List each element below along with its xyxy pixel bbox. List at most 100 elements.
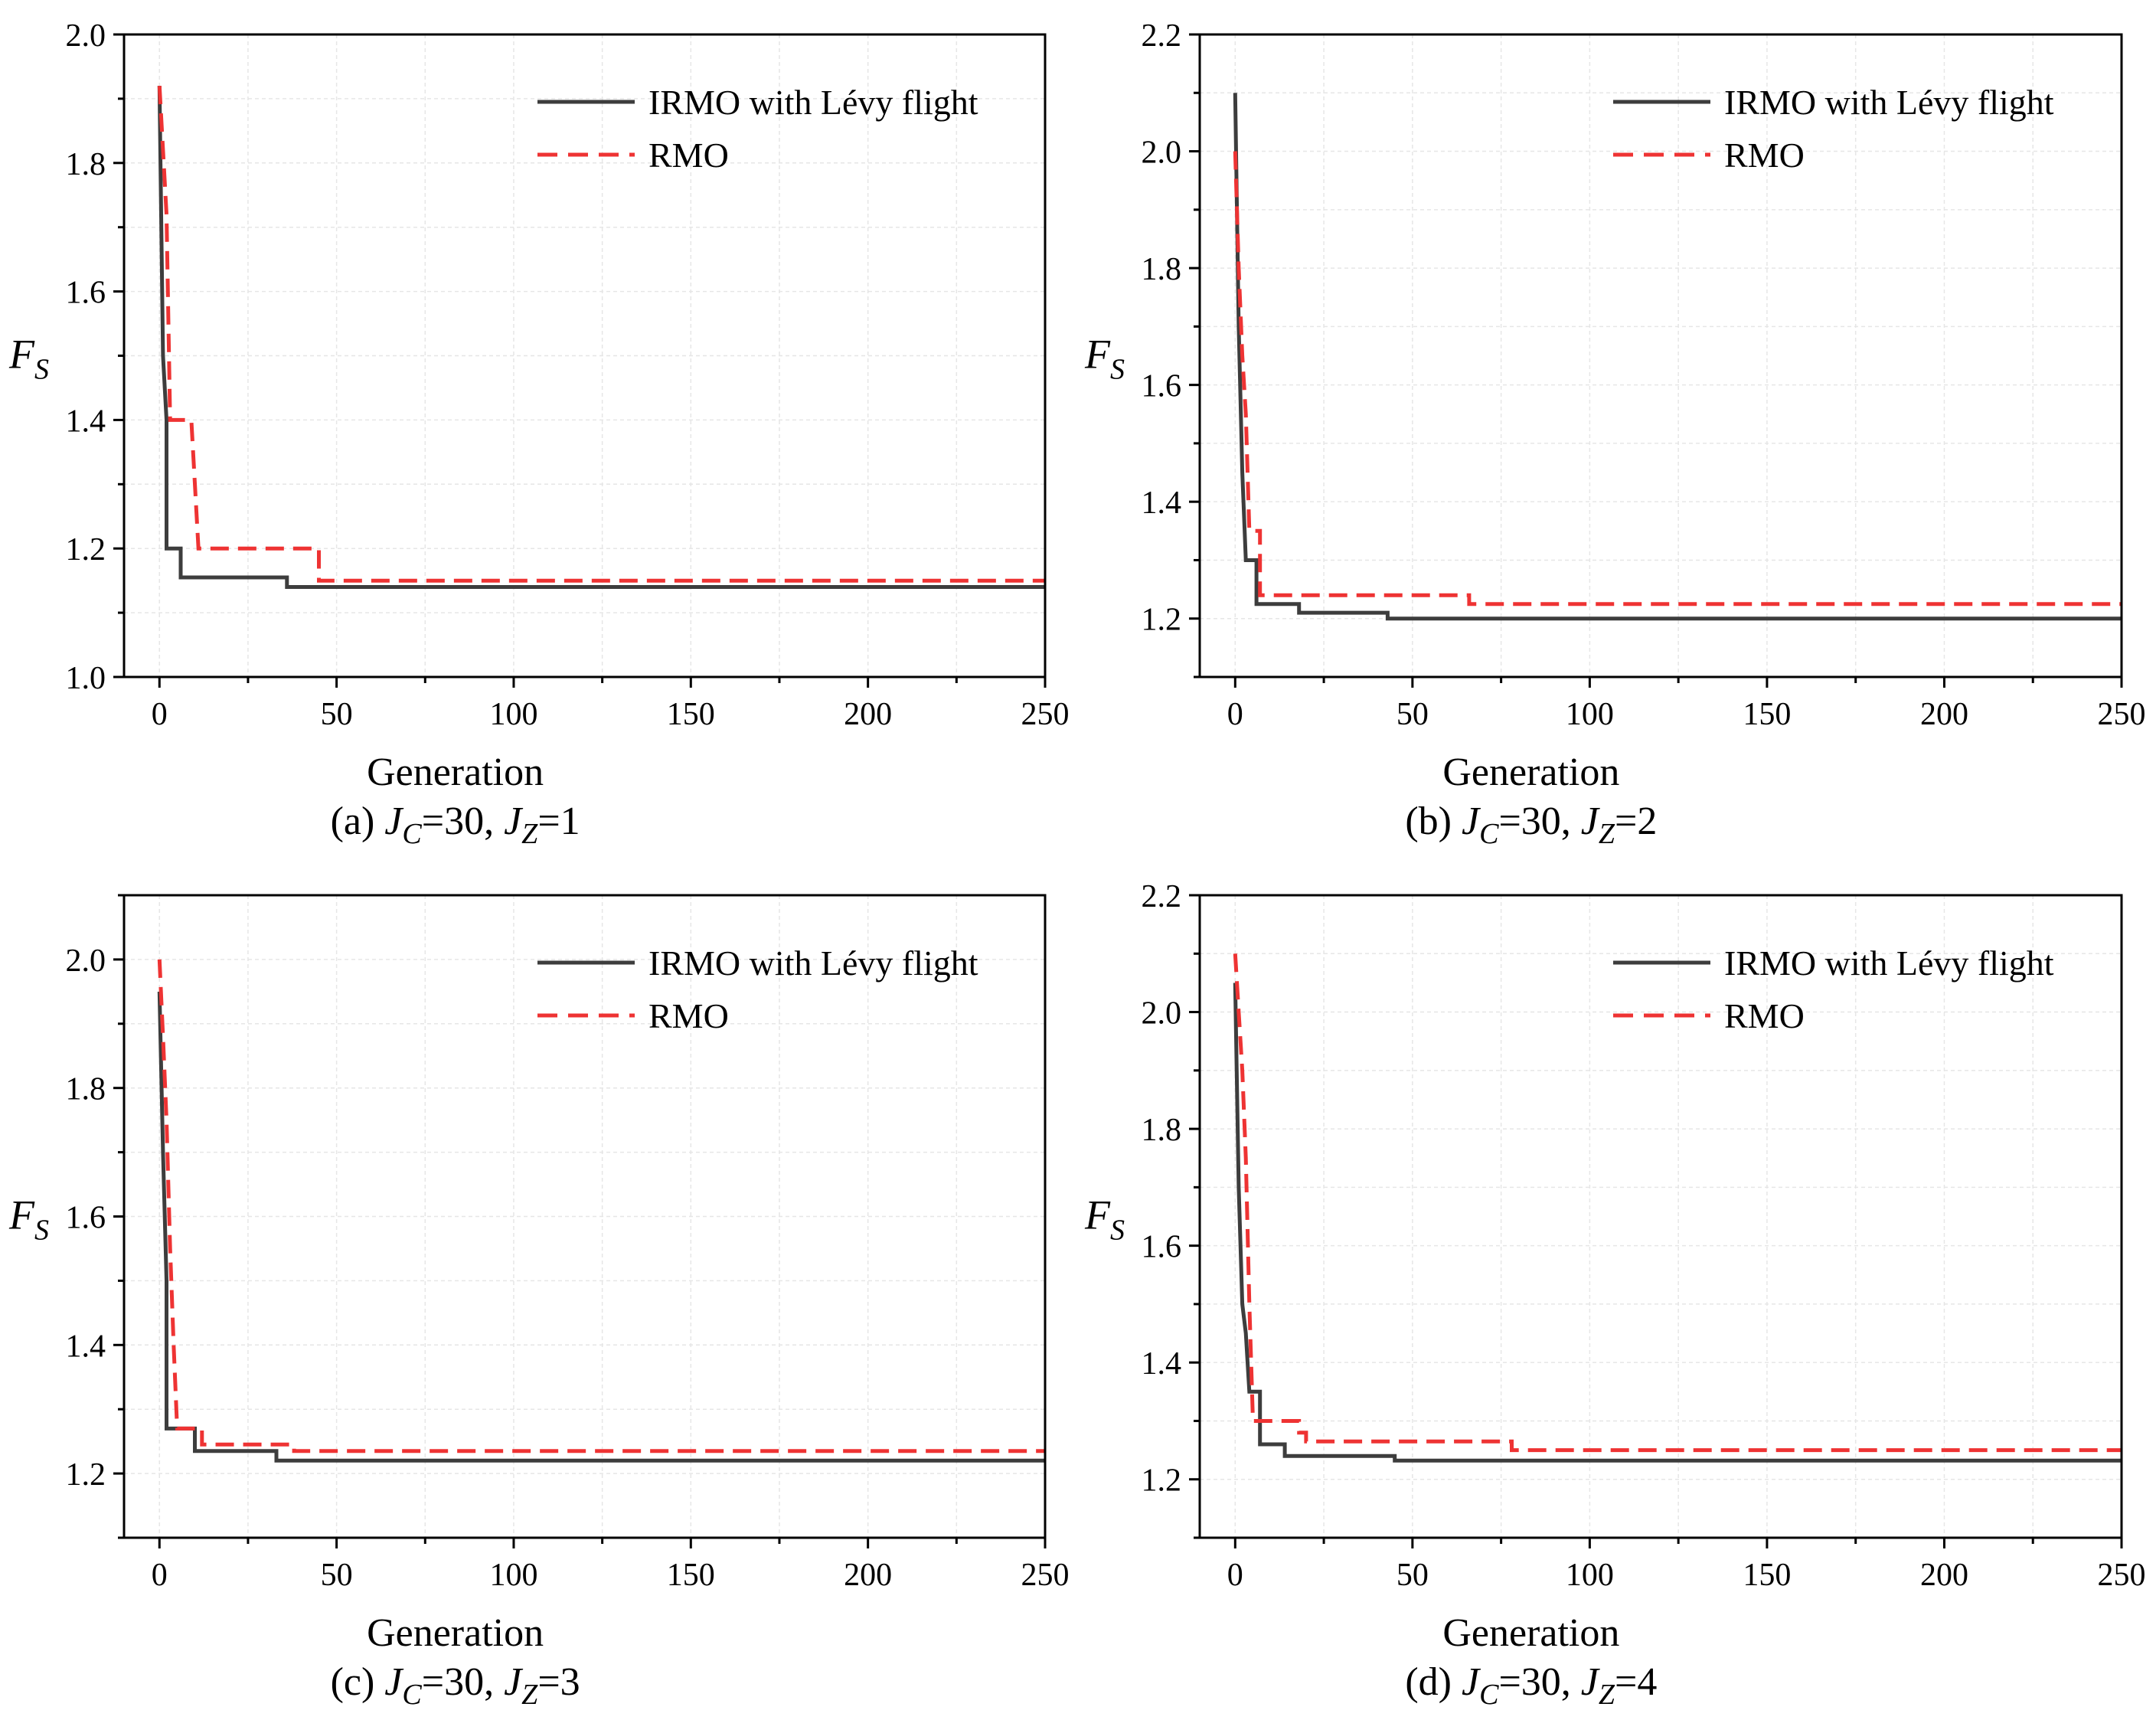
x-tick-label: 250 bbox=[2098, 1558, 2146, 1593]
y-tick-label: 1.6 bbox=[66, 276, 106, 311]
chart-panel-b: 0 50 100 150 200 250 1.2 1.4 1.6 1.8 2.0 2.2 FS Gener… bbox=[1084, 18, 2146, 850]
x-tick-label: 0 bbox=[152, 697, 168, 732]
chart-panel-a: 0 50 100 150 200 250 1.0 1.2 1.4 1.6 1.8 2.0 FS Gener… bbox=[8, 18, 1070, 850]
chart-panel-c: 0 50 100 150 200 250 1.2 1.4 1.6 1.8 2.0 FS Generati… bbox=[8, 894, 1070, 1711]
x-tick-label: 200 bbox=[844, 697, 892, 732]
chart-panel-d: 0 50 100 150 200 250 1.2 1.4 1.6 1.8 2.0 2.2 FS Gener… bbox=[1084, 879, 2146, 1711]
y-axis-label-main: F bbox=[8, 1192, 35, 1238]
legend: IRMO with Lévy flight RMO bbox=[1613, 943, 2054, 1035]
y-tick-label: 1.2 bbox=[66, 1457, 106, 1493]
y-tick-label: 2.0 bbox=[66, 18, 106, 54]
caption-jc-sub: C bbox=[402, 1679, 422, 1711]
x-tick-label: 200 bbox=[844, 1558, 892, 1593]
y-tick-label: 1.4 bbox=[66, 1329, 106, 1364]
caption-jc-sub: C bbox=[402, 818, 422, 850]
x-tick-label: 200 bbox=[1920, 697, 1968, 732]
y-axis-label: FS bbox=[8, 1192, 49, 1247]
y-tick-label: 1.8 bbox=[1142, 252, 1182, 287]
series-line-rmo bbox=[157, 85, 1045, 583]
legend-label-irmo: IRMO with Lévy flight bbox=[648, 83, 978, 122]
y-tick-label: 1.2 bbox=[1142, 603, 1182, 638]
y-axis-label-main: F bbox=[8, 332, 35, 378]
legend-label-rmo: RMO bbox=[648, 996, 729, 1035]
legend-label-rmo: RMO bbox=[1724, 996, 1805, 1035]
y-axis: 1.2 1.4 1.6 1.8 2.0 bbox=[66, 894, 124, 1539]
x-tick-label: 0 bbox=[152, 1558, 168, 1593]
y-tick-label: 1.4 bbox=[66, 404, 106, 439]
y-axis: 1.0 1.2 1.4 1.6 1.8 2.0 bbox=[66, 18, 124, 696]
x-tick-label: 50 bbox=[321, 697, 353, 732]
x-tick-label: 250 bbox=[2098, 697, 2146, 732]
grid bbox=[1200, 894, 2122, 1539]
x-axis-label: Generation bbox=[1442, 750, 1619, 794]
y-axis: 1.2 1.4 1.6 1.8 2.0 2.2 bbox=[1142, 18, 1200, 679]
x-tick-label: 150 bbox=[667, 697, 715, 732]
y-axis-label-main: F bbox=[1084, 1192, 1111, 1238]
y-tick-label: 1.4 bbox=[1142, 1346, 1182, 1382]
x-tick-label: 0 bbox=[1227, 1558, 1243, 1593]
x-axis: 0 50 100 150 200 250 bbox=[1227, 677, 2146, 732]
caption-jz-label: J bbox=[504, 800, 524, 843]
caption-jz-value: =1 bbox=[537, 800, 580, 843]
caption-jz-value: =2 bbox=[1615, 800, 1657, 843]
y-axis-label-sub: S bbox=[1110, 354, 1125, 386]
caption-jz-sub: Z bbox=[521, 1679, 538, 1711]
series-line-rmo bbox=[1233, 151, 2122, 607]
caption-prefix: (b) bbox=[1405, 800, 1462, 843]
series-line-rmo bbox=[157, 959, 1045, 1453]
x-axis-label: Generation bbox=[367, 1611, 544, 1655]
x-axis-label: Generation bbox=[367, 750, 544, 794]
y-tick-label: 1.6 bbox=[1142, 369, 1182, 404]
y-axis-label: FS bbox=[8, 332, 49, 386]
x-tick-label: 100 bbox=[489, 1558, 537, 1593]
caption-jc-label: J bbox=[1462, 800, 1481, 843]
y-tick-label: 2.0 bbox=[1142, 136, 1182, 171]
legend-label-irmo: IRMO with Lévy flight bbox=[1724, 83, 2054, 122]
y-tick-label: 1.6 bbox=[1142, 1230, 1182, 1265]
legend-label-rmo: RMO bbox=[648, 136, 729, 175]
legend: IRMO with Lévy flight RMO bbox=[537, 83, 978, 175]
caption-jz-value: =3 bbox=[537, 1660, 580, 1704]
legend-label-irmo: IRMO with Lévy flight bbox=[648, 943, 978, 983]
caption-jc-value: =30, bbox=[1498, 1660, 1580, 1704]
x-tick-label: 250 bbox=[1021, 1558, 1070, 1593]
series-line-irmo bbox=[1233, 93, 2122, 621]
x-axis: 0 50 100 150 200 250 bbox=[1227, 1538, 2146, 1593]
y-axis-label: FS bbox=[1084, 332, 1125, 386]
caption-jc-value: =30, bbox=[422, 1660, 504, 1704]
y-tick-label: 1.6 bbox=[66, 1201, 106, 1236]
y-tick-label: 1.8 bbox=[66, 147, 106, 182]
caption-jc-label: J bbox=[384, 800, 404, 843]
axes-frame bbox=[1198, 894, 2123, 1539]
series-group bbox=[1233, 953, 2122, 1463]
caption-prefix: (a) bbox=[331, 800, 385, 843]
x-tick-label: 100 bbox=[1566, 1558, 1614, 1593]
y-axis-label-sub: S bbox=[34, 354, 49, 386]
grid bbox=[124, 894, 1046, 1539]
y-tick-label: 1.8 bbox=[1142, 1113, 1182, 1148]
caption-jc-value: =30, bbox=[1498, 800, 1580, 843]
legend: IRMO with Lévy flight RMO bbox=[1613, 83, 2054, 175]
caption-jc-label: J bbox=[1462, 1660, 1481, 1704]
caption-jz-sub: Z bbox=[1599, 1679, 1615, 1711]
x-tick-label: 250 bbox=[1021, 697, 1070, 732]
grid bbox=[1200, 34, 2122, 678]
caption-jz-value: =4 bbox=[1615, 1660, 1657, 1704]
caption-prefix: (d) bbox=[1405, 1660, 1462, 1704]
caption-jz-label: J bbox=[1581, 800, 1601, 843]
series-line-irmo bbox=[157, 991, 1045, 1463]
x-tick-label: 200 bbox=[1920, 1558, 1968, 1593]
panel-caption: (b) JC=30, JZ=2 bbox=[1405, 800, 1657, 850]
y-tick-label: 2.0 bbox=[66, 943, 106, 979]
panel-caption: (c) JC=30, JZ=3 bbox=[331, 1660, 580, 1711]
y-axis-label-sub: S bbox=[34, 1215, 49, 1247]
series-line-irmo bbox=[1233, 983, 2122, 1463]
y-tick-label: 2.2 bbox=[1142, 879, 1182, 914]
x-tick-label: 150 bbox=[1743, 697, 1791, 732]
x-tick-label: 100 bbox=[1566, 697, 1614, 732]
series-group bbox=[1233, 93, 2122, 621]
y-tick-label: 1.4 bbox=[1142, 486, 1182, 521]
x-tick-label: 0 bbox=[1227, 697, 1243, 732]
y-axis-label-sub: S bbox=[1110, 1215, 1125, 1247]
